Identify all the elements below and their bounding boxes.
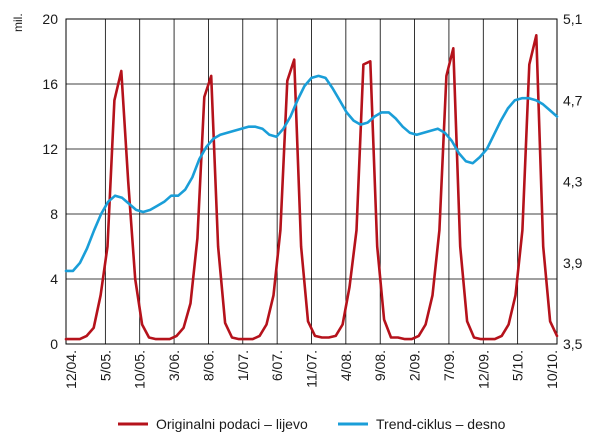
right-tick-label: 4,7: [563, 92, 583, 108]
left-tick-label: 0: [50, 336, 58, 352]
left-axis: 0 4 8 12 16 20: [42, 11, 58, 352]
right-tick-label: 4,3: [563, 174, 583, 190]
x-tick-label: 10/05.: [132, 350, 148, 389]
grid: [65, 18, 558, 345]
x-tick-label: 12/04.: [63, 350, 79, 389]
legend-label-trend: Trend-ciklus – desno: [376, 416, 506, 432]
x-tick-label: 3/06.: [166, 350, 182, 381]
left-tick-label: 8: [50, 206, 58, 222]
x-tick-label: 2/09.: [407, 350, 423, 381]
legend: Originalni podaci – lijevo Trend-ciklus …: [118, 416, 506, 432]
x-axis: 12/04. 5/05. 10/05. 3/06. 8/06. 1/07. 6/07. 11/…: [63, 350, 560, 389]
x-tick-label: 5/10.: [510, 350, 526, 381]
right-tick-label: 3,5: [563, 336, 583, 352]
right-tick-label: 5,1: [563, 11, 583, 27]
x-tick-label: 11/07.: [304, 350, 320, 388]
x-tick-label: 6/07.: [269, 350, 285, 381]
x-tick-label: 12/09.: [475, 350, 491, 389]
x-tick-label: 1/07.: [235, 350, 251, 381]
unit-label: mil.: [11, 13, 25, 32]
legend-label-original: Originalni podaci – lijevo: [156, 416, 308, 432]
left-tick-label: 4: [50, 271, 58, 287]
x-tick-label: 4/08.: [338, 350, 354, 381]
left-tick-label: 12: [42, 141, 58, 157]
x-tick-label: 8/06.: [200, 350, 216, 381]
x-tick-label: 5/05.: [97, 350, 113, 381]
right-axis: 3,5 3,9 4,3 4,7 5,1: [563, 11, 583, 352]
x-tick-label: 10/10.: [544, 350, 560, 389]
left-tick-label: 20: [42, 11, 58, 27]
series-layer: [64, 33, 559, 341]
x-tick-label: 9/08.: [372, 350, 388, 381]
left-tick-label: 16: [42, 76, 58, 92]
series-line-trend: [64, 74, 559, 273]
right-tick-label: 3,9: [563, 255, 583, 271]
series-line-original: [64, 33, 559, 341]
x-tick-label: 7/09.: [441, 350, 457, 381]
